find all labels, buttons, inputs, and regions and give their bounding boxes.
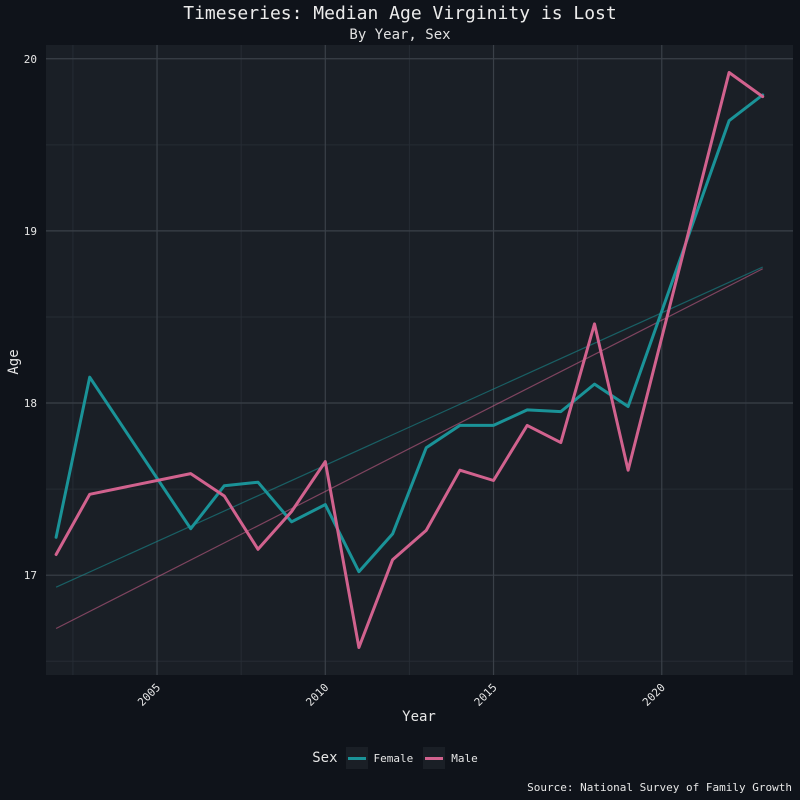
y-axis-label: Age xyxy=(6,349,22,374)
legend-item-female: Female xyxy=(345,747,414,769)
legend-label-female: Female xyxy=(373,751,414,765)
x-tick-label: 2005 xyxy=(135,681,163,709)
legend-title: Sex xyxy=(312,750,338,766)
legend-key-male xyxy=(423,747,446,769)
y-tick-label: 18 xyxy=(24,397,37,410)
legend-label-male: Male xyxy=(451,751,478,765)
trend-lines xyxy=(55,266,763,630)
y-tick-label: 20 xyxy=(24,53,37,66)
source-caption: Source: National Survey of Family Growth xyxy=(527,781,792,794)
trend-line-female xyxy=(55,266,763,588)
plot-panel xyxy=(46,45,793,675)
trend-line-male xyxy=(55,268,763,630)
y-axis-ticks: 17 18 19 20 xyxy=(24,53,37,582)
legend-key-female xyxy=(345,747,368,769)
chart-title: Timeseries: Median Age Virginity is Lost xyxy=(183,3,617,24)
legend-item-male: Male xyxy=(423,747,478,769)
series-lines xyxy=(54,71,765,649)
x-tick-label: 2015 xyxy=(472,681,500,709)
legend-swatch-female xyxy=(347,756,366,760)
chart-subtitle: By Year, Sex xyxy=(349,27,451,43)
major-gridlines xyxy=(46,45,793,675)
x-tick-label: 2020 xyxy=(640,681,668,709)
y-tick-label: 19 xyxy=(24,225,37,238)
y-tick-label: 17 xyxy=(24,569,37,582)
legend-swatch-male xyxy=(425,756,444,760)
series-line-male xyxy=(54,71,765,649)
legend: Sex Female Male xyxy=(0,747,800,769)
x-axis-ticks: 2005 2010 2015 2020 xyxy=(135,681,668,709)
x-axis-label: Year xyxy=(402,709,436,725)
x-tick-label: 2010 xyxy=(303,681,331,709)
